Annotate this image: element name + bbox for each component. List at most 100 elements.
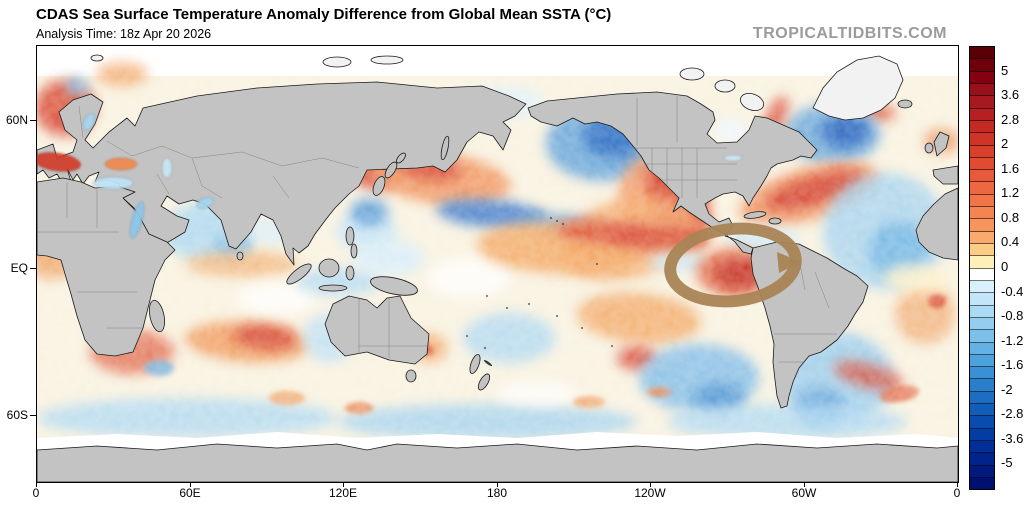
ireland [924,142,934,154]
analysis-time: Analysis Time: 18z Apr 20 2026 [36,27,212,41]
colorbar-tick-label: 0.8 [1001,209,1020,225]
colorbar-segment-3 [970,83,994,97]
new-zealand-south [477,373,491,391]
colorbar-segment-21 [970,305,994,318]
colorbar-tick-label: -0.8 [1001,308,1024,324]
colorbar-segment-5 [970,108,994,121]
arctic-ice [37,46,958,76]
svalbard [90,54,104,62]
colorbar-tick-label: 3.6 [1001,87,1020,103]
hand-drawn-annotation [664,222,802,308]
colorbar-segment-11 [970,182,994,195]
sakhalin [440,135,450,161]
lat-label: EQ [10,261,28,275]
lon-label: 120W [634,486,666,500]
lat-label: 60N [5,113,28,127]
philippines-1 [345,226,355,246]
colorbar-segment-23 [970,330,994,343]
colorbar-segment-35 [970,477,994,490]
lon-label: 180 [486,486,508,500]
colorbar-segment-4 [970,96,994,109]
west-africa [915,187,959,261]
lat-tick [30,268,36,269]
colorbar-segment-33 [970,453,994,466]
colorbar-segment-7 [970,133,994,146]
java [318,284,348,292]
arctic-island-1 [679,67,705,81]
page-title: CDAS Sea Surface Temperature Anomaly Dif… [36,6,612,23]
sst-anomaly-map [26,45,960,483]
lat-tick [30,415,36,416]
colorbar-segment-20 [970,293,994,306]
lat-tick [30,120,36,121]
colorbar-segment-6 [970,120,994,134]
sulawesi [345,265,355,281]
colorbar-tick-label: -3.6 [1001,430,1024,446]
greenland [812,55,904,121]
colorbar-segment-27 [970,379,994,392]
japan-1 [372,176,386,196]
colorbar-tick-label: -5 [1001,455,1013,471]
colorbar-segment-8 [970,145,994,158]
colorbar-segment-13 [970,207,994,220]
lon-tick [650,482,651,487]
anomaly-persian-gulf-cool [196,197,214,209]
colorbar-segment-24 [970,342,994,355]
lon-tick [36,482,37,487]
colorbar-segment-15 [970,231,994,244]
lat-label: 60S [6,408,28,422]
colorbar-tick-label: -2 [1001,381,1013,397]
iceland [897,99,913,109]
arctic-island-3 [322,56,352,68]
lon-label: 0 [32,486,40,500]
colorbar-tick-label: 2 [1001,136,1009,152]
anomaly-blacksea-warm [104,157,138,171]
lon-tick [497,482,498,487]
anomaly-caspian-cool [161,157,173,179]
land-layer [36,81,959,409]
lon-tick [804,482,805,487]
anomaly-great-lakes-cool [723,154,743,162]
new-caledonia [483,359,493,367]
annotation-arrowhead-icon [777,252,801,273]
colorbar-segment-18 [970,268,994,281]
colorbar [969,46,995,490]
colorbar-segment-25 [970,354,994,368]
watermark: TROPICALTIDBITS.COM [752,25,947,42]
lon-label: 60E [179,486,201,500]
madagascar [148,299,166,333]
sumatra [286,263,312,285]
colorbar-tick-label: 0 [1001,259,1009,274]
lon-label: 0 [953,486,961,500]
antarctica [36,443,959,483]
colorbar-segment-9 [970,157,994,171]
sri-lanka [236,251,244,261]
lon-tick [190,482,191,487]
colorbar-segment-1 [970,59,994,72]
colorbar-segment-19 [970,280,994,294]
borneo [318,258,340,278]
cuba [743,211,767,219]
colorbar-tick-label: -1.6 [1001,357,1024,373]
colorbar-segment-0 [970,47,994,60]
lon-tick [957,482,958,487]
colorbar-segment-29 [970,404,994,417]
colorbar-segment-34 [970,465,994,478]
colorbar-segment-31 [970,428,994,441]
colorbar-tick-label: -2.8 [1001,406,1024,422]
arctic-island-4 [370,55,404,65]
colorbar-tick-label: 2.8 [1001,111,1020,127]
colorbar-tick-label: 1.6 [1001,160,1020,176]
lon-label: 60W [791,486,817,500]
colorbar-segment-10 [970,170,994,183]
japan-3 [396,152,406,164]
colorbar-tick-label: 1.2 [1001,185,1020,201]
colorbar-tick-label: -1.2 [1001,332,1024,348]
new-guinea [370,276,418,296]
anomaly-redsea-cool [129,201,145,239]
annotation-circle-icon [664,222,802,308]
map-canvas [26,46,960,483]
new-zealand-north [469,354,481,374]
colorbar-tick-label: 0.4 [1001,234,1020,250]
